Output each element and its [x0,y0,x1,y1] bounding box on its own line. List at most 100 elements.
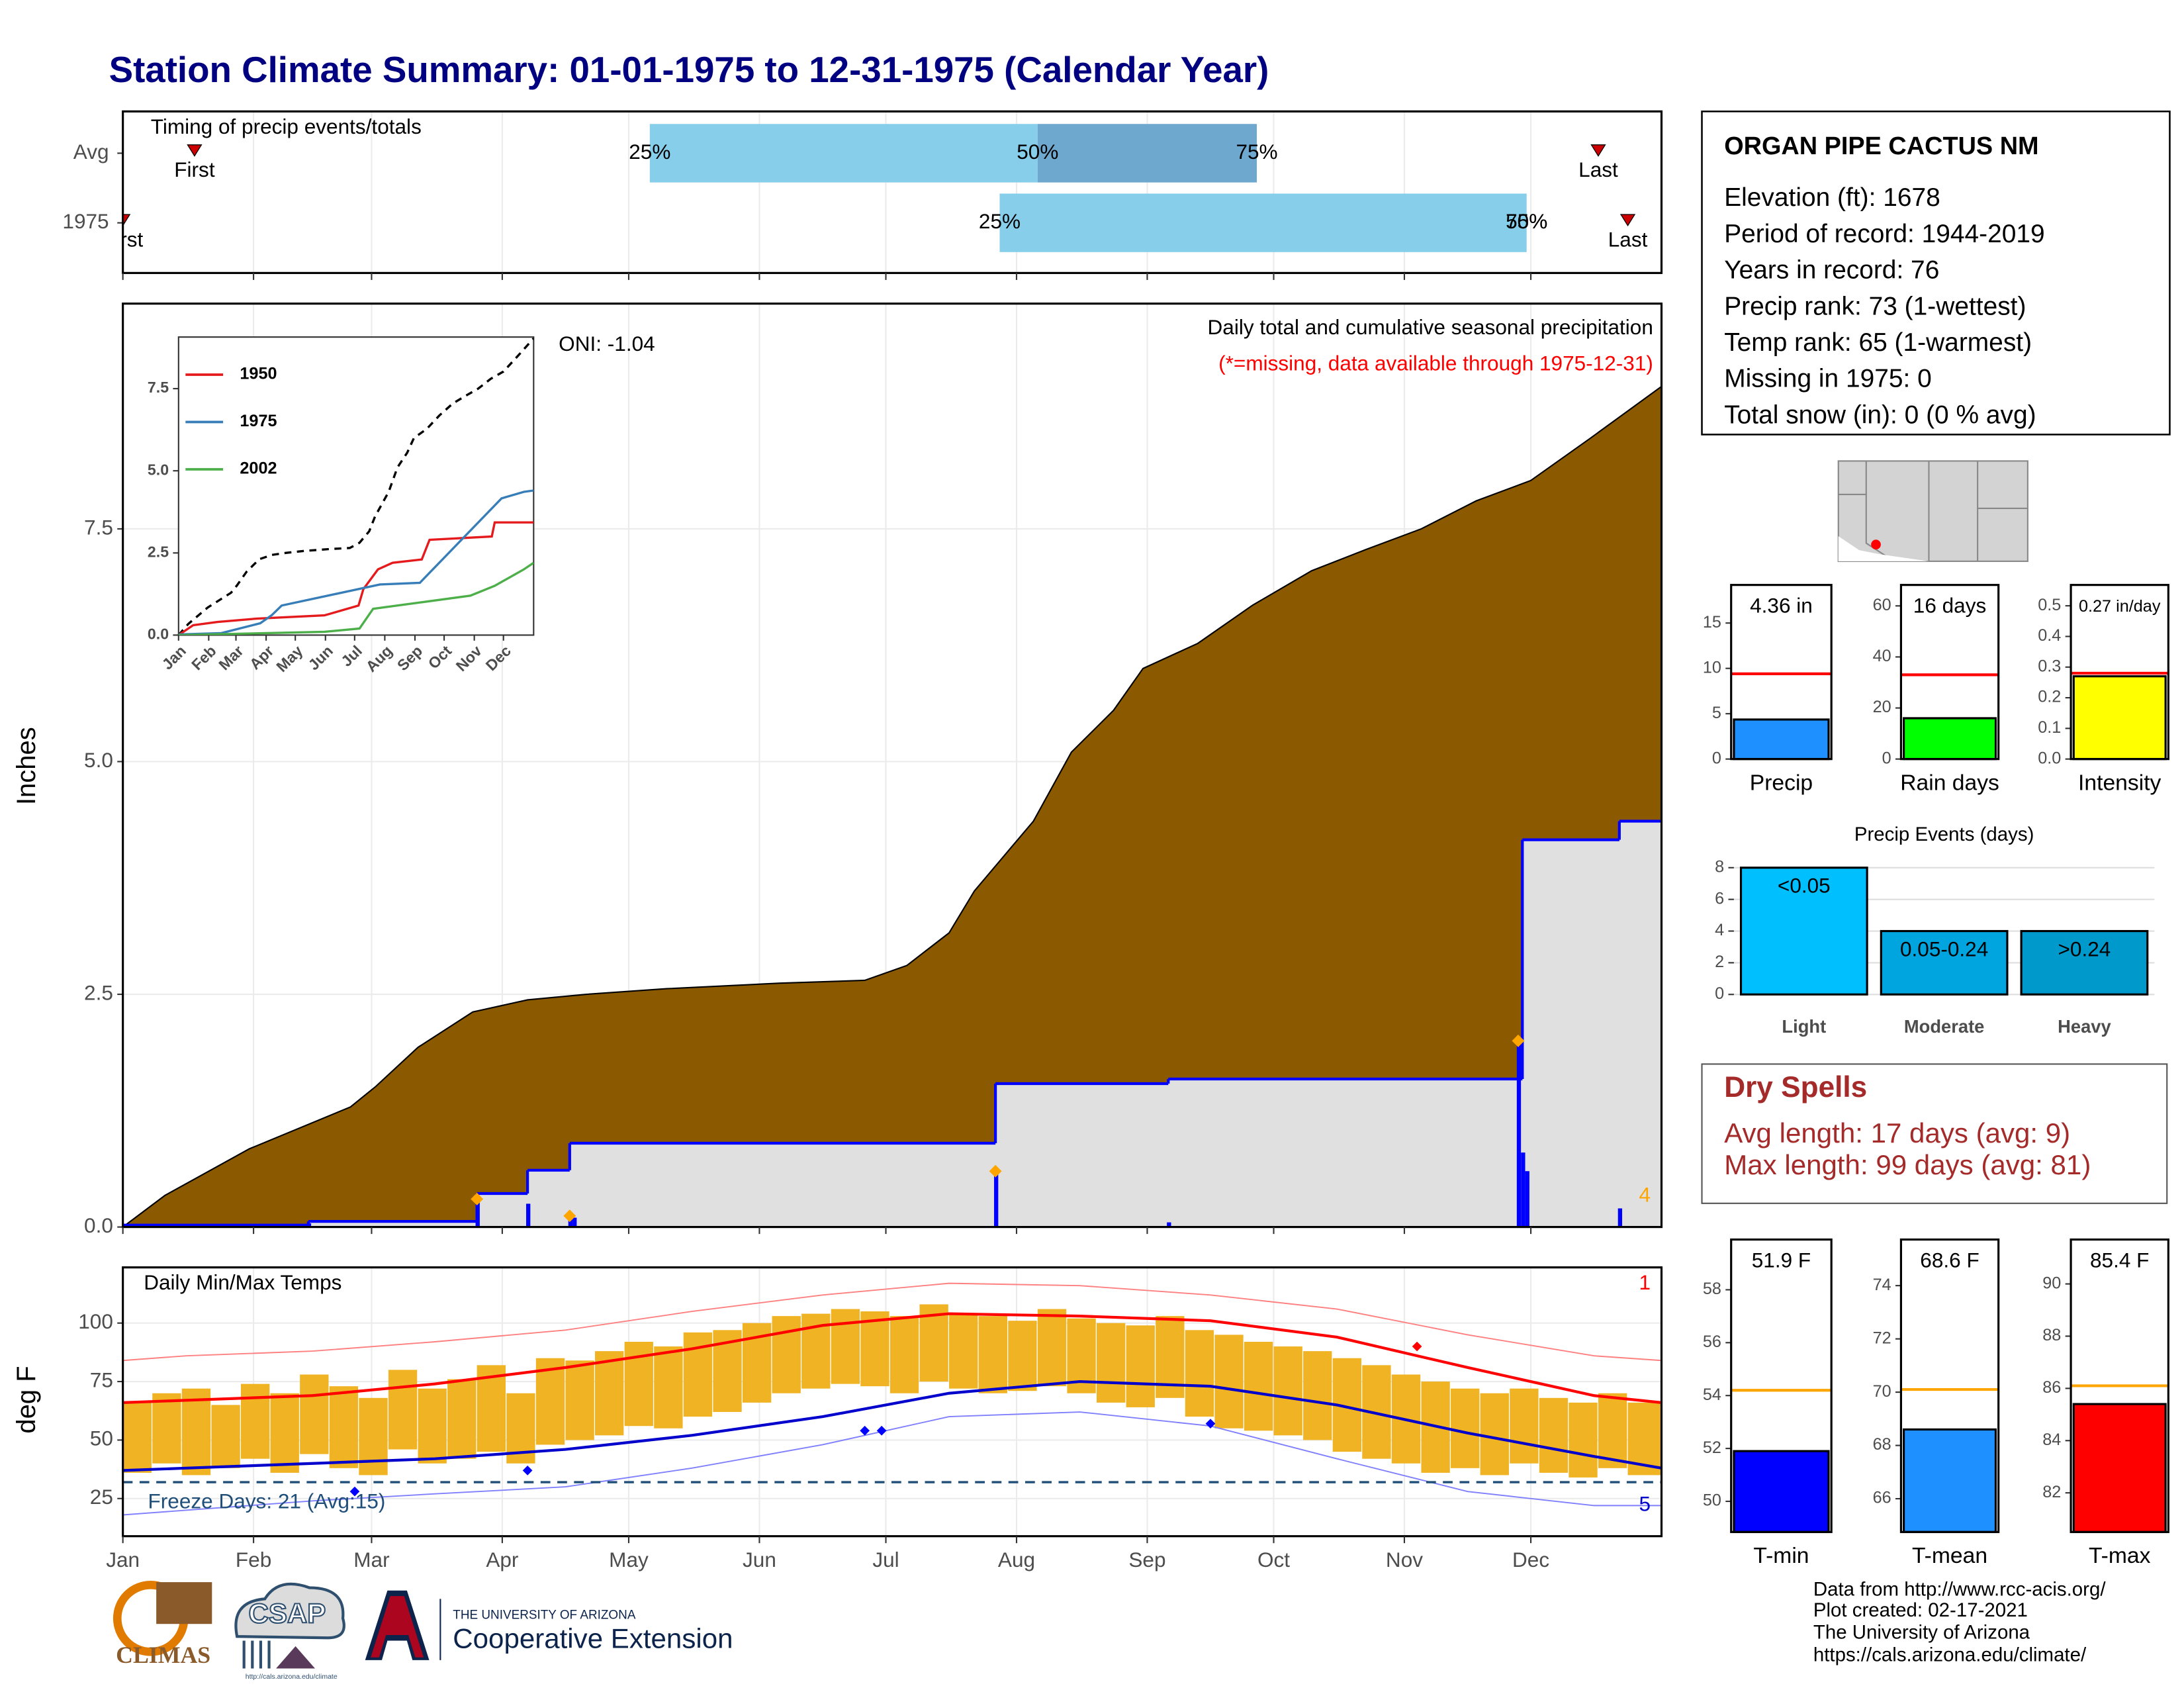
y-tick-label: 2 [1715,953,1724,971]
temp-range-bar [1126,1325,1155,1407]
y-tick-label: 58 [1703,1280,1721,1298]
panel-frame [122,303,1663,1229]
temp-range-bar [654,1346,683,1429]
y-tick-label: 68 [1873,1435,1891,1454]
panel-frame [2070,584,2169,761]
category-label: Moderate [1904,1016,1985,1037]
inset-average [178,338,534,635]
category-label: T-max [2089,1544,2151,1568]
temp-range-bar [1273,1346,1302,1436]
y-tick-label: 2.5 [84,980,113,1004]
y-tick-label: 0.1 [2038,718,2061,737]
panel-frame [1730,584,1833,761]
temp-range-bar [889,1316,919,1393]
station-name: ORGAN PIPE CACTUS NM [1724,132,2038,160]
y-tick-label: 0.4 [2038,626,2061,645]
y-tick-label: 90 [2042,1274,2061,1292]
value-label: >0.24 [2058,937,2111,961]
observed-fill [122,821,1662,1227]
inset-series [178,561,534,635]
y-tick-label: 0 [1882,749,1891,767]
y-tick-label: 0.0 [84,1213,113,1237]
plot-area [122,1267,1662,1536]
dry-spells-line: Max length: 99 days (avg: 81) [1724,1149,2091,1180]
temp-range-bar [565,1360,594,1440]
y-axis-label: Inches [12,727,41,805]
value-label: 4.36 in [1750,594,1813,618]
panel-frame [1730,1238,1833,1533]
y-tick-label: 75 [90,1368,113,1391]
x-tick-label: Jun [743,1548,776,1571]
csap-text: CSAP [248,1598,326,1629]
temp-range-bar [359,1397,388,1476]
timing-marker [122,214,131,227]
temp-range-bar [1480,1393,1509,1476]
climas-block [156,1582,212,1624]
quantile-label: 25% [979,209,1021,233]
credit-line: Plot created: 02-17-2021 [1813,1599,2028,1621]
category-label: Rain days [1900,771,1999,795]
daily-precip-bar [526,1203,531,1227]
daily-precip-bar [1167,1222,1171,1227]
panel-title: Timing of precip events/totals [151,115,422,138]
map-frame [1837,460,2028,562]
x-tick-label: Oct [1257,1548,1290,1571]
panel-title: Daily Min/Max Temps [144,1270,341,1294]
y-tick-label: 7.5 [84,515,113,539]
y-tick-label: 10 [1703,658,1721,677]
temp-range-bar [477,1365,506,1452]
y-tick-label: 0.2 [2038,688,2061,706]
corner-label: 4 [1639,1183,1651,1207]
y-tick-label: 2.5 [148,543,169,560]
temp-range-bar [240,1383,270,1459]
temp-range-bar [1569,1402,1598,1477]
y-tick-label: 82 [2042,1483,2061,1501]
page-title: Station Climate Summary: 01-01-1975 to 1… [109,49,1269,90]
x-tick-label: Nov [1386,1548,1423,1571]
csap-mountain [276,1646,315,1669]
plot-area [178,338,534,635]
quantile-label: 75% [1236,140,1277,164]
value-label: 16 days [1913,594,1987,618]
legend-label: 1950 [240,365,277,383]
category-label: Precip [1750,771,1813,795]
temp-range-bar [1214,1335,1244,1429]
event-marker [563,1209,576,1223]
chart-title: Daily total and cumulative seasonal prec… [1208,315,1653,339]
y-tick-label: 8 [1715,857,1724,876]
map-mexico [1838,536,1929,561]
x-tick-label: Aug [998,1548,1035,1571]
x-tick-label: Sep [1128,1548,1165,1571]
value-label: 85.4 F [2090,1248,2149,1272]
x-tick-label: Feb [236,1548,271,1571]
daily-precip-bar [1525,1171,1529,1227]
station-box: ORGAN PIPE CACTUS NM Elevation (ft): 167… [1701,111,2171,436]
daily-precip-bar [572,1217,577,1227]
map-borders [1838,461,2028,562]
temp-range-bar [831,1309,860,1384]
locator-map [1837,460,2028,562]
x-tick-label: Mar [353,1548,389,1571]
category-label: T-min [1753,1544,1809,1568]
chart-subtitle: (*=missing, data available through 1975-… [1218,352,1653,375]
y-tick-label: 0 [1715,984,1724,1003]
legend-label: 1975 [240,412,277,430]
y-tick-label: 5.0 [84,748,113,772]
climas-text: CLIMAS [116,1642,210,1668]
temp-range-bar [300,1374,329,1454]
quantile-bar [1037,124,1257,183]
last-label: Last [1608,227,1648,251]
temp-range-bar [1598,1393,1627,1468]
panel-title: Precip Events (days) [1854,823,2034,845]
temp-range-bar [1008,1321,1037,1391]
value-label: <0.05 [1778,874,1831,898]
y-tick-label: 0.5 [2038,596,2061,614]
temp-range-bar [388,1370,418,1450]
bar [1733,718,1830,761]
y-tick-label: 66 [1873,1489,1891,1507]
logos: CLIMAS CSAP http://cals.arizona.edu/clim… [113,1580,733,1681]
y-tick-label: 5.0 [148,461,169,478]
y-tick-label: 20 [1873,698,1891,716]
y-tick-label: 50 [90,1427,113,1450]
